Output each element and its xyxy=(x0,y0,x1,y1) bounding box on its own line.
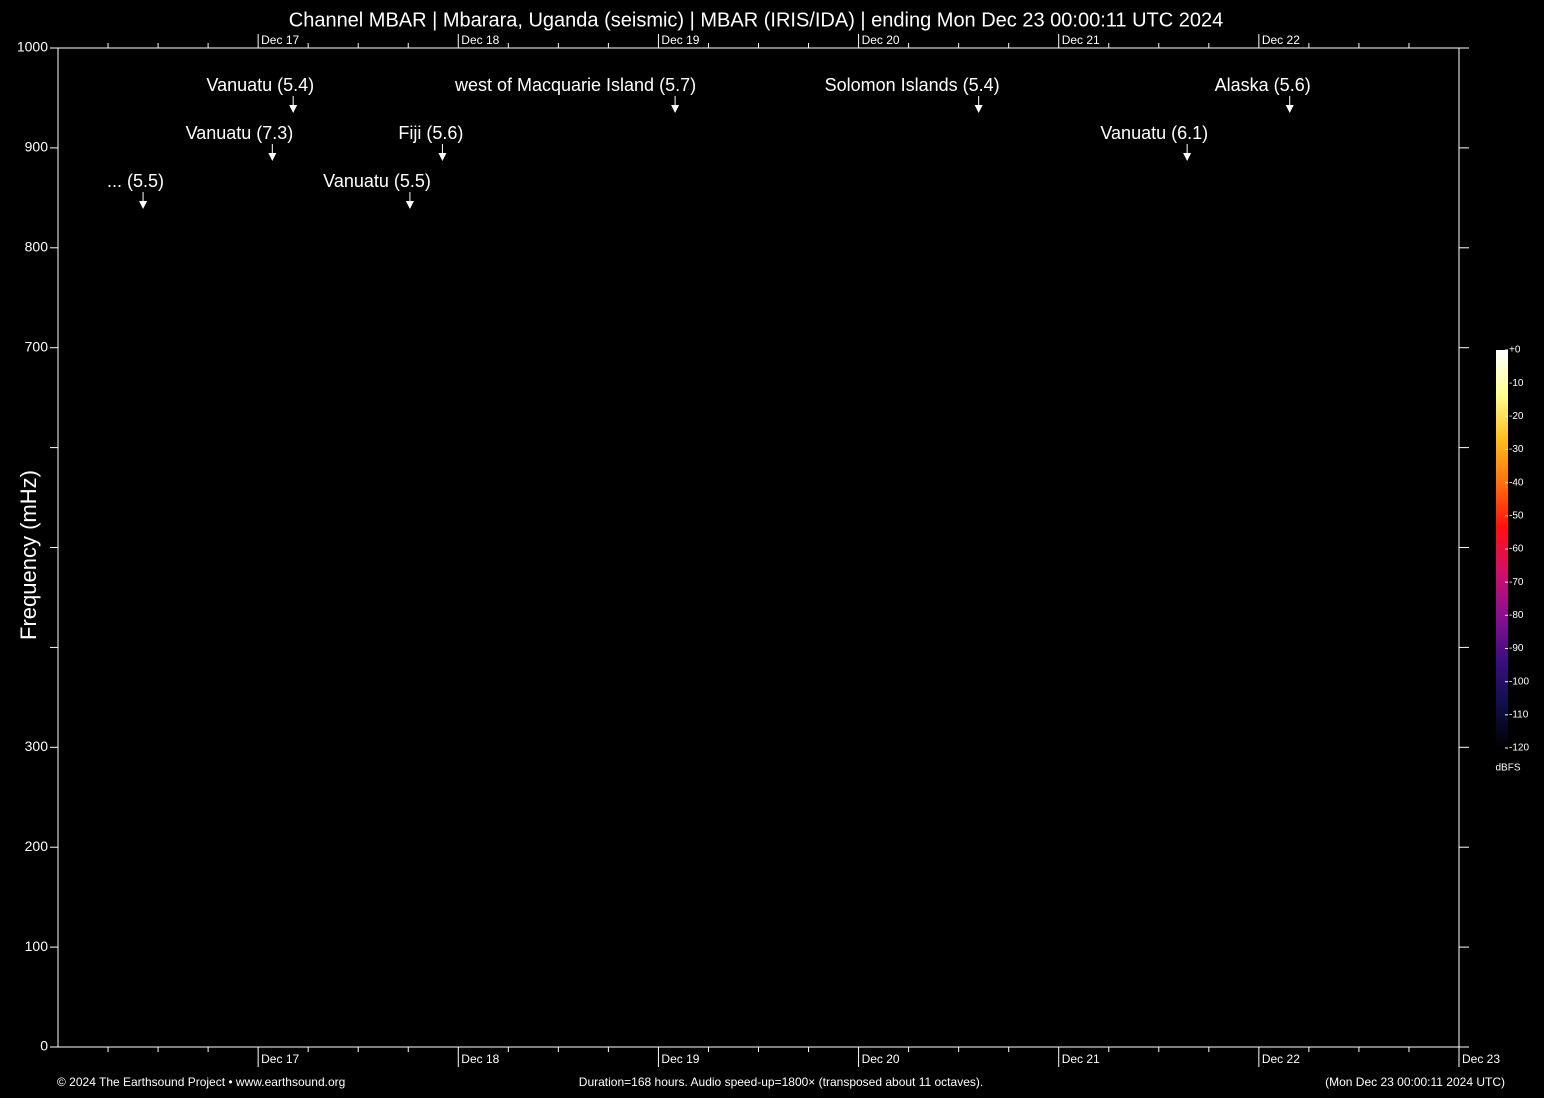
plot-frame xyxy=(57,47,1460,1048)
x-tick-label-top: Dec 21 xyxy=(1062,33,1100,47)
y-tick-label: 800 xyxy=(25,239,49,255)
colorbar-tick-label: -70 xyxy=(1509,577,1524,588)
colorbar-tick-label: -90 xyxy=(1509,643,1524,654)
x-tick-label: Dec 23 xyxy=(1462,1052,1500,1066)
event-label: ... (5.5) xyxy=(107,171,164,191)
y-tick-label: 1000 xyxy=(17,39,48,55)
colorbar-tick-label: -50 xyxy=(1509,510,1524,521)
event-arrowhead xyxy=(1285,105,1294,113)
event-arrowhead xyxy=(289,105,298,113)
colorbar-tick-label: -40 xyxy=(1509,477,1524,488)
y-tick-label: 900 xyxy=(25,139,49,155)
footer-center: Duration=168 hours. Audio speed-up=1800×… xyxy=(579,1075,983,1089)
y-tick-label: 200 xyxy=(25,838,49,854)
colorbar-tick-label: +0 xyxy=(1509,345,1521,356)
colorbar-tick-label: -10 xyxy=(1509,378,1524,389)
event-label: Solomon Islands (5.4) xyxy=(825,75,1000,95)
x-tick-label: Dec 21 xyxy=(1062,1052,1100,1066)
y-tick-label: 300 xyxy=(25,738,49,754)
colorbar-label: dBFS xyxy=(1495,763,1520,774)
event-label: west of Macquarie Island (5.7) xyxy=(454,75,696,95)
event-arrowhead xyxy=(438,153,447,161)
event-arrowhead xyxy=(974,105,983,113)
event-label: Vanuatu (7.3) xyxy=(186,123,294,143)
footer-left: © 2024 The Earthsound Project • www.eart… xyxy=(57,1075,345,1089)
x-tick-label: Dec 20 xyxy=(862,1052,900,1066)
x-tick-label: Dec 17 xyxy=(261,1052,299,1066)
event-arrowhead xyxy=(1183,153,1192,161)
chart-title: Channel MBAR | Mbarara, Uganda (seismic)… xyxy=(289,9,1224,31)
y-axis-label: Frequency (mHz) xyxy=(16,470,41,640)
x-tick-label-top: Dec 18 xyxy=(461,33,499,47)
event-arrowhead xyxy=(139,201,148,209)
colorbar-tick-label: -110 xyxy=(1509,709,1529,720)
x-tick-label-top: Dec 17 xyxy=(261,33,299,47)
colorbar-tick-label: -30 xyxy=(1509,444,1524,455)
y-tick-label: 700 xyxy=(25,338,49,354)
event-label: Vanuatu (5.4) xyxy=(206,75,314,95)
x-tick-label-top: Dec 19 xyxy=(661,33,699,47)
x-tick-label: Dec 22 xyxy=(1262,1052,1300,1066)
colorbar-tick-label: -20 xyxy=(1509,411,1524,422)
event-arrowhead xyxy=(671,105,680,113)
event-label: Alaska (5.6) xyxy=(1215,75,1311,95)
colorbar-tick-label: -120 xyxy=(1509,743,1529,754)
x-tick-label-top: Dec 20 xyxy=(862,33,900,47)
colorbar-tick-label: -100 xyxy=(1509,676,1529,687)
y-tick-label: 100 xyxy=(25,938,49,954)
event-label: Fiji (5.6) xyxy=(398,123,463,143)
colorbar-tick-label: -60 xyxy=(1509,544,1524,555)
y-tick-label: 0 xyxy=(40,1038,48,1054)
colorbar-tick-label: -80 xyxy=(1509,610,1524,621)
x-tick-label-top: Dec 22 xyxy=(1262,33,1300,47)
event-label: Vanuatu (6.1) xyxy=(1100,123,1208,143)
x-tick-label: Dec 18 xyxy=(461,1052,499,1066)
event-label: Vanuatu (5.5) xyxy=(323,171,431,191)
event-arrowhead xyxy=(268,153,277,161)
footer-right: (Mon Dec 23 00:00:11 2024 UTC) xyxy=(1325,1075,1505,1089)
x-tick-label: Dec 19 xyxy=(661,1052,699,1066)
event-arrowhead xyxy=(405,201,414,209)
